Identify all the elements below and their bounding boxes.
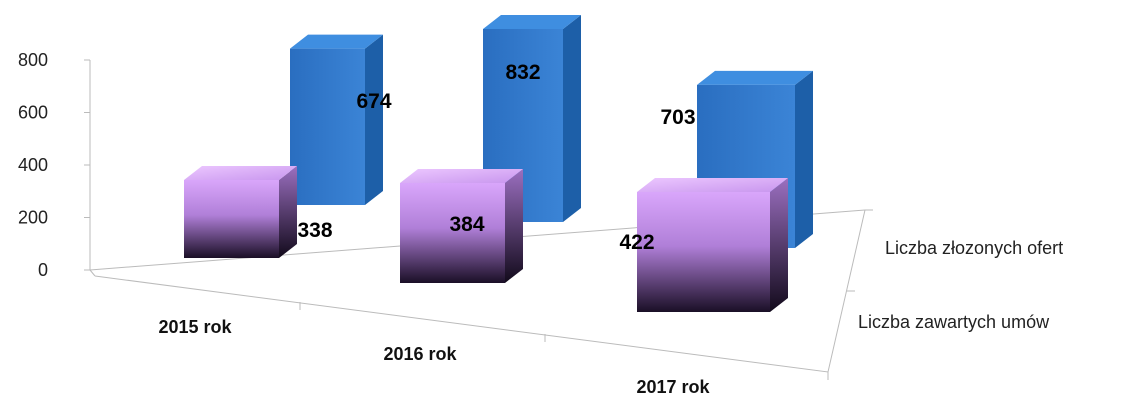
data-label: 674 — [356, 90, 391, 113]
y-tick-label: 800 — [18, 50, 48, 70]
data-label: 384 — [449, 213, 484, 236]
bar-top-face — [184, 166, 297, 180]
y-tick-label: 0 — [38, 260, 48, 280]
bar-0-series-1 — [184, 166, 297, 258]
floor-left-edge — [89, 269, 96, 277]
bar-side-face — [795, 70, 813, 249]
bar-top-face — [290, 34, 383, 49]
bar-side-face — [279, 166, 297, 258]
category-label: 2015 rok — [158, 317, 232, 337]
y-tick-label: 400 — [18, 155, 48, 175]
bar-side-face — [505, 169, 523, 283]
bar-side-face — [365, 34, 383, 205]
bar-front-face — [290, 48, 365, 205]
bar-front-face — [184, 180, 279, 258]
category-label: 2016 rok — [383, 344, 457, 364]
bar-2-series-1 — [637, 178, 788, 312]
category-label: 2017 rok — [636, 377, 710, 396]
bar-front-face — [400, 183, 505, 283]
bar-0-series-0 — [290, 34, 383, 205]
bar-side-face — [563, 14, 581, 223]
series-label: Liczba zawartych umów — [858, 312, 1050, 332]
bar-top-face — [400, 169, 523, 183]
bar-top-face — [637, 178, 788, 192]
bar-1-series-1 — [400, 169, 523, 283]
data-label: 422 — [619, 231, 654, 254]
data-label: 832 — [505, 61, 540, 84]
series-label: Liczba złozonych ofert — [885, 238, 1063, 258]
bar-front-face — [637, 192, 770, 312]
bar-side-face — [770, 178, 788, 312]
y-tick-label: 600 — [18, 103, 48, 123]
y-tick-label: 200 — [18, 208, 48, 228]
data-label: 338 — [297, 219, 332, 242]
bar-top-face — [697, 70, 813, 85]
bar-top-face — [483, 14, 581, 29]
data-label: 703 — [660, 106, 695, 129]
